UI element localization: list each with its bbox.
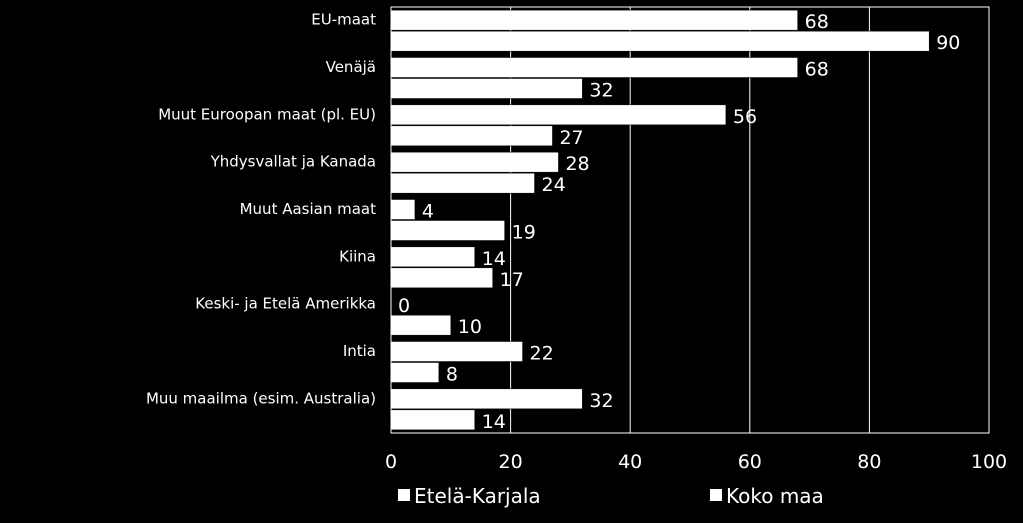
data-label: 68 (805, 11, 829, 33)
data-label: 24 (542, 174, 566, 196)
bar (390, 9, 798, 31)
x-tick-label: 60 (738, 451, 762, 473)
bar (390, 57, 798, 78)
data-label: 10 (458, 316, 482, 338)
x-tick-label: 40 (618, 451, 642, 473)
x-tick-label: 80 (857, 451, 881, 473)
bar (390, 314, 452, 336)
legend-swatch (398, 489, 410, 501)
legend: Etelä-Karjala Koko maa (398, 484, 824, 508)
category-label: Muu maailma (esim. Australia) (146, 389, 376, 407)
data-label: 27 (559, 127, 583, 149)
category-label: Kiina (339, 247, 376, 265)
axes (390, 6, 990, 434)
data-label: 68 (805, 59, 829, 81)
bars (390, 9, 930, 431)
bar (390, 30, 930, 52)
data-label: 28 (565, 153, 589, 175)
data-label: 32 (589, 390, 613, 412)
category-label: Keski- ja Etelä Amerikka (195, 295, 376, 313)
data-label: 17 (500, 269, 524, 291)
category-label: Muut Aasian maat (240, 200, 377, 218)
x-tick-labels: 0 20 40 60 80 100 (385, 451, 1007, 473)
data-label: 19 (512, 222, 536, 244)
bar (390, 362, 440, 383)
data-label: 14 (482, 248, 506, 270)
bar (390, 267, 493, 289)
data-label: 4 (422, 201, 434, 223)
bar (390, 199, 416, 220)
legend-entry: Koko maa (726, 484, 824, 508)
bar (390, 125, 553, 147)
bar (390, 246, 475, 268)
data-label: 32 (589, 80, 613, 102)
bar (390, 151, 559, 173)
bar (390, 388, 583, 410)
category-label: Intia (343, 342, 376, 360)
x-tick-label: 0 (385, 451, 397, 473)
data-label: 56 (733, 106, 757, 128)
x-tick-label: 100 (971, 451, 1007, 473)
legend-swatch (710, 489, 722, 501)
plot-frame (390, 6, 990, 434)
data-label: 8 (446, 364, 458, 386)
bar (390, 409, 475, 431)
data-label: 0 (398, 295, 410, 317)
data-label: 22 (530, 343, 554, 365)
category-label: Venäjä (326, 58, 376, 76)
data-label: 90 (936, 32, 960, 54)
bar (390, 341, 523, 362)
legend-entry: Etelä-Karjala (414, 484, 541, 508)
bar (390, 104, 727, 126)
bar (390, 172, 535, 194)
category-label: Muut Euroopan maat (pl. EU) (158, 105, 376, 123)
category-labels: EU-maat Venäjä Muut Euroopan maat (pl. EU)… (146, 11, 376, 408)
category-label: EU-maat (311, 11, 376, 29)
x-tick-label: 20 (499, 451, 523, 473)
bar (390, 78, 583, 99)
bar (390, 220, 505, 241)
category-label: Yhdysvallat ja Kanada (210, 153, 376, 171)
data-label: 14 (482, 411, 506, 433)
